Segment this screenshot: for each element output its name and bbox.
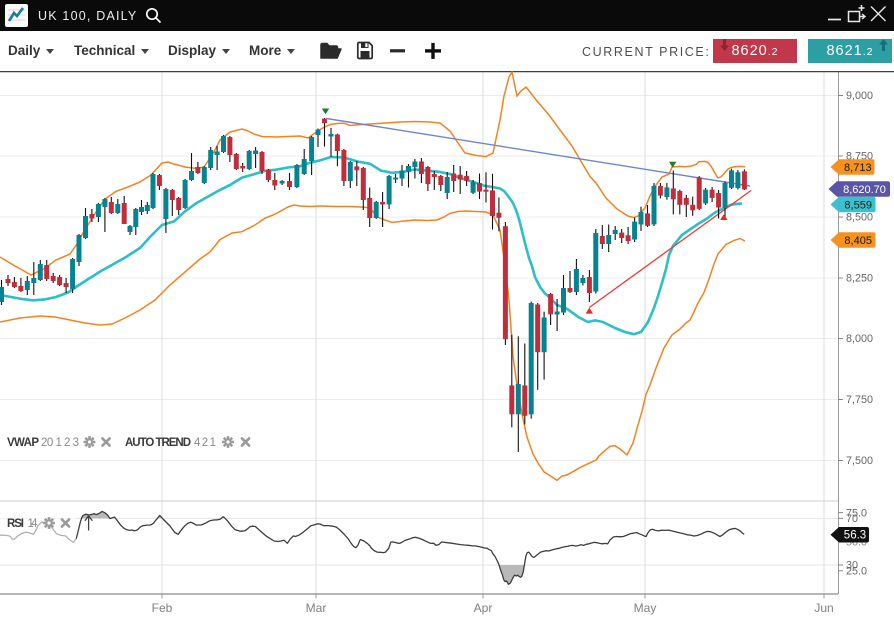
svg-text:4 2 1: 4 2 1 [194,437,216,449]
svg-text:30: 30 [846,560,858,572]
svg-text:Mar: Mar [306,601,327,615]
svg-text:25.0: 25.0 [846,565,867,577]
svg-text:7,750: 7,750 [846,394,873,406]
svg-text:RSI: RSI [7,518,24,530]
svg-text:8,000: 8,000 [846,333,873,345]
svg-text:7,500: 7,500 [846,455,873,467]
svg-text:9,000: 9,000 [846,90,873,102]
svg-text:Jun: Jun [814,601,833,615]
svg-text:VWAP: VWAP [7,437,39,449]
svg-text:14: 14 [28,518,39,530]
svg-text:8,500: 8,500 [846,212,873,224]
svg-text:8,713: 8,713 [844,162,872,174]
svg-text:20 1 2 3: 20 1 2 3 [41,437,79,449]
svg-text:8,405: 8,405 [844,235,872,247]
svg-text:AUTO TREND: AUTO TREND [125,437,191,449]
svg-text:8,620.70: 8,620.70 [843,184,886,196]
svg-text:Feb: Feb [152,601,173,615]
svg-text:70: 70 [846,513,858,525]
svg-text:8,250: 8,250 [846,273,873,285]
svg-text:75.0: 75.0 [846,507,867,519]
svg-text:56.3: 56.3 [844,530,866,542]
svg-text:May: May [634,601,657,615]
svg-text:Apr: Apr [474,601,493,615]
svg-text:8,559: 8,559 [844,199,872,211]
